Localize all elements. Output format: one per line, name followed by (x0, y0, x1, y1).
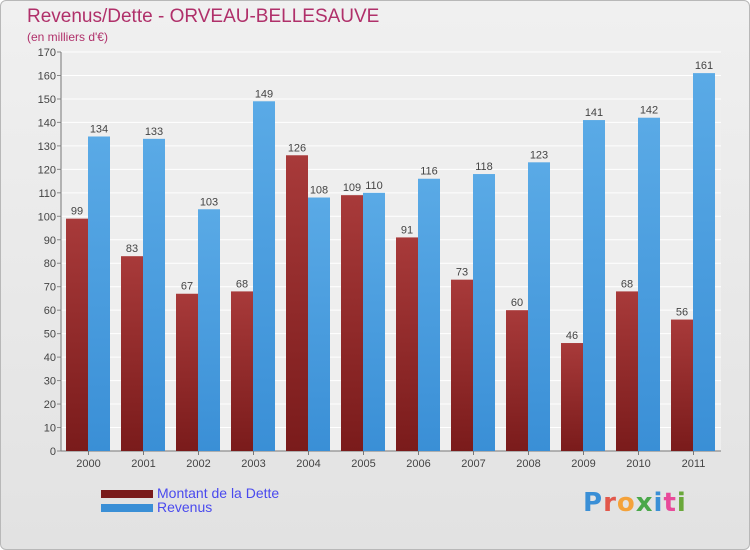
data-label: 68 (621, 278, 633, 290)
y-tick-label: 140 (38, 117, 56, 129)
x-tick-label: 2000 (76, 458, 100, 470)
y-tick-label: 150 (38, 94, 56, 106)
x-tick-label: 2001 (131, 458, 155, 470)
data-label: 103 (200, 196, 218, 208)
bar-revenue (418, 178, 440, 451)
x-tick-label: 2011 (682, 458, 706, 470)
data-label: 142 (640, 105, 658, 117)
bar-debt (561, 343, 583, 451)
y-tick-label: 160 (38, 70, 56, 82)
y-tick-label: 50 (44, 329, 56, 341)
y-tick-label: 80 (44, 258, 56, 270)
chart-subtitle: (en milliers d'€) (27, 30, 108, 44)
y-tick-label: 0 (50, 446, 56, 458)
legend-swatch-debt (101, 490, 153, 498)
data-label: 110 (365, 180, 383, 192)
bar-revenue (198, 209, 220, 451)
plot-area (61, 52, 721, 451)
legend-label-debt: Montant de la Dette (157, 485, 280, 501)
logo-letter: i (676, 488, 687, 518)
y-tick-label: 20 (44, 399, 56, 411)
bar-revenue (638, 117, 660, 451)
logo-letter: x (635, 488, 654, 518)
bar-revenue (363, 192, 385, 451)
bar-debt (671, 319, 693, 451)
x-tick-label: 2010 (626, 458, 650, 470)
bar-revenue (528, 162, 550, 451)
data-label: 99 (71, 206, 83, 218)
data-label: 108 (310, 185, 328, 197)
data-label: 56 (676, 307, 688, 319)
y-tick-label: 130 (38, 141, 56, 153)
x-tick-label: 2006 (406, 458, 430, 470)
y-tick-label: 170 (38, 47, 56, 59)
data-label: 46 (566, 330, 578, 342)
x-tick-label: 2004 (296, 458, 320, 470)
data-label: 133 (145, 126, 163, 138)
data-label: 161 (695, 60, 713, 72)
bar-debt (231, 291, 253, 451)
chart-title: Revenus/Dette - ORVEAU-BELLESAUVE (27, 6, 380, 27)
data-label: 91 (401, 224, 413, 236)
logo-letter: t (663, 488, 677, 518)
x-tick-label: 2003 (241, 458, 265, 470)
data-label: 118 (475, 161, 493, 173)
logo-letter: r (603, 488, 617, 518)
y-tick-label: 70 (44, 282, 56, 294)
bar-debt (286, 155, 308, 452)
bar-debt (66, 218, 88, 451)
y-tick-label: 60 (44, 305, 56, 317)
y-tick-label: 30 (44, 376, 56, 388)
data-label: 109 (343, 182, 361, 194)
x-tick-label: 2002 (186, 458, 210, 470)
logo-letter: P (583, 488, 604, 518)
y-tick-label: 110 (38, 188, 56, 200)
data-label: 134 (90, 123, 108, 135)
x-tick-label: 2009 (571, 458, 595, 470)
x-tick-label: 2007 (461, 458, 485, 470)
x-tick-label: 2008 (516, 458, 540, 470)
bar-debt (121, 256, 143, 451)
bar-debt (506, 310, 528, 451)
y-tick-label: 90 (44, 235, 56, 247)
logo-letter: i (653, 488, 664, 518)
y-tick-label: 10 (44, 423, 56, 435)
data-label: 67 (181, 281, 193, 293)
data-label: 60 (511, 297, 523, 309)
x-tick-label: 2005 (351, 458, 375, 470)
bar-revenue (143, 138, 165, 451)
bar-revenue (308, 197, 330, 451)
bar-debt (341, 195, 363, 451)
data-label: 149 (255, 88, 273, 100)
proxiti-logo: Proxiti (583, 488, 687, 518)
logo-letter: o (616, 488, 636, 518)
bar-revenue (473, 174, 495, 451)
bar-revenue (583, 120, 605, 452)
legend-swatch-revenue (101, 504, 153, 512)
y-tick-label: 100 (38, 211, 56, 223)
bar-revenue (88, 136, 110, 451)
data-label: 68 (236, 278, 248, 290)
y-tick-label: 120 (38, 164, 56, 176)
bar-revenue (693, 73, 715, 451)
legend-label-revenue: Revenus (157, 499, 213, 515)
data-label: 141 (585, 107, 603, 119)
data-label: 126 (288, 142, 306, 154)
bar-debt (396, 237, 418, 451)
data-label: 83 (126, 243, 138, 255)
data-label: 123 (530, 149, 548, 161)
data-label: 116 (420, 166, 438, 178)
y-tick-label: 40 (44, 352, 56, 364)
bar-debt (176, 293, 198, 451)
bar-debt (451, 279, 473, 451)
data-label: 73 (456, 267, 468, 279)
bar-debt (616, 291, 638, 451)
bar-revenue (253, 101, 275, 451)
